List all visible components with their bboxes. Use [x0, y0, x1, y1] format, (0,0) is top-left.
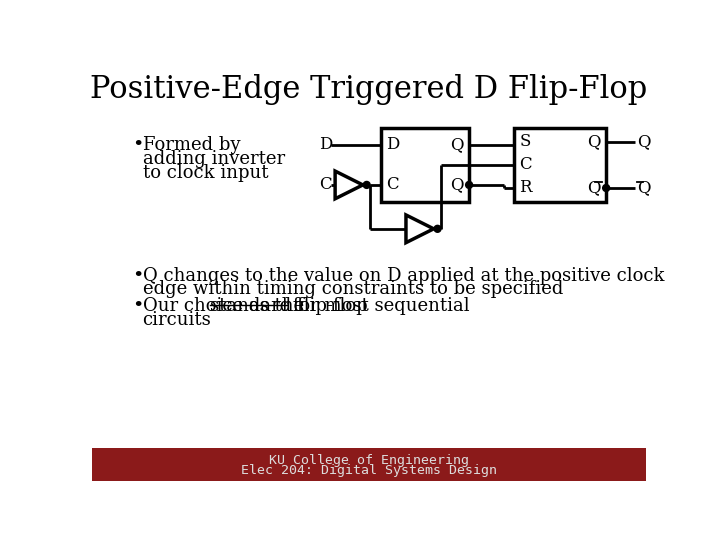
Text: standard flip-flop: standard flip-flop	[210, 298, 367, 315]
Text: Q: Q	[450, 137, 464, 153]
Circle shape	[466, 181, 472, 188]
Text: to clock input: to clock input	[143, 164, 268, 182]
Text: D: D	[386, 137, 400, 153]
Text: Q: Q	[588, 179, 600, 197]
Text: Positive-Edge Triggered D Flip-Flop: Positive-Edge Triggered D Flip-Flop	[91, 74, 647, 105]
Circle shape	[434, 225, 441, 232]
Text: S: S	[519, 133, 531, 150]
Text: C: C	[386, 177, 399, 193]
Text: Elec 204: Digital Systems Design: Elec 204: Digital Systems Design	[241, 464, 497, 477]
Text: Our choice as the: Our choice as the	[143, 298, 310, 315]
Text: Q changes to the value on D applied at the positive clock: Q changes to the value on D applied at t…	[143, 267, 664, 285]
Circle shape	[603, 185, 610, 192]
Text: adding inverter: adding inverter	[143, 150, 284, 168]
Text: •: •	[132, 137, 143, 154]
Circle shape	[363, 181, 370, 188]
Text: Q: Q	[450, 177, 464, 193]
Text: •: •	[132, 267, 143, 285]
Text: •: •	[132, 298, 143, 315]
Bar	[514, 128, 606, 202]
Text: R: R	[519, 179, 531, 197]
Bar	[381, 128, 469, 202]
Text: KU College of Engineering: KU College of Engineering	[269, 454, 469, 467]
Bar	[92, 448, 647, 481]
Text: D: D	[319, 137, 333, 153]
Text: C: C	[319, 177, 332, 193]
Text: for most sequential: for most sequential	[287, 298, 470, 315]
Text: Q: Q	[588, 133, 600, 150]
Text: Formed by: Formed by	[143, 137, 240, 154]
Text: circuits: circuits	[143, 311, 212, 329]
Text: Q: Q	[637, 133, 650, 150]
Text: C: C	[519, 157, 532, 173]
Text: Q: Q	[637, 179, 650, 197]
Text: edge within timing constraints to be specified: edge within timing constraints to be spe…	[143, 280, 563, 299]
